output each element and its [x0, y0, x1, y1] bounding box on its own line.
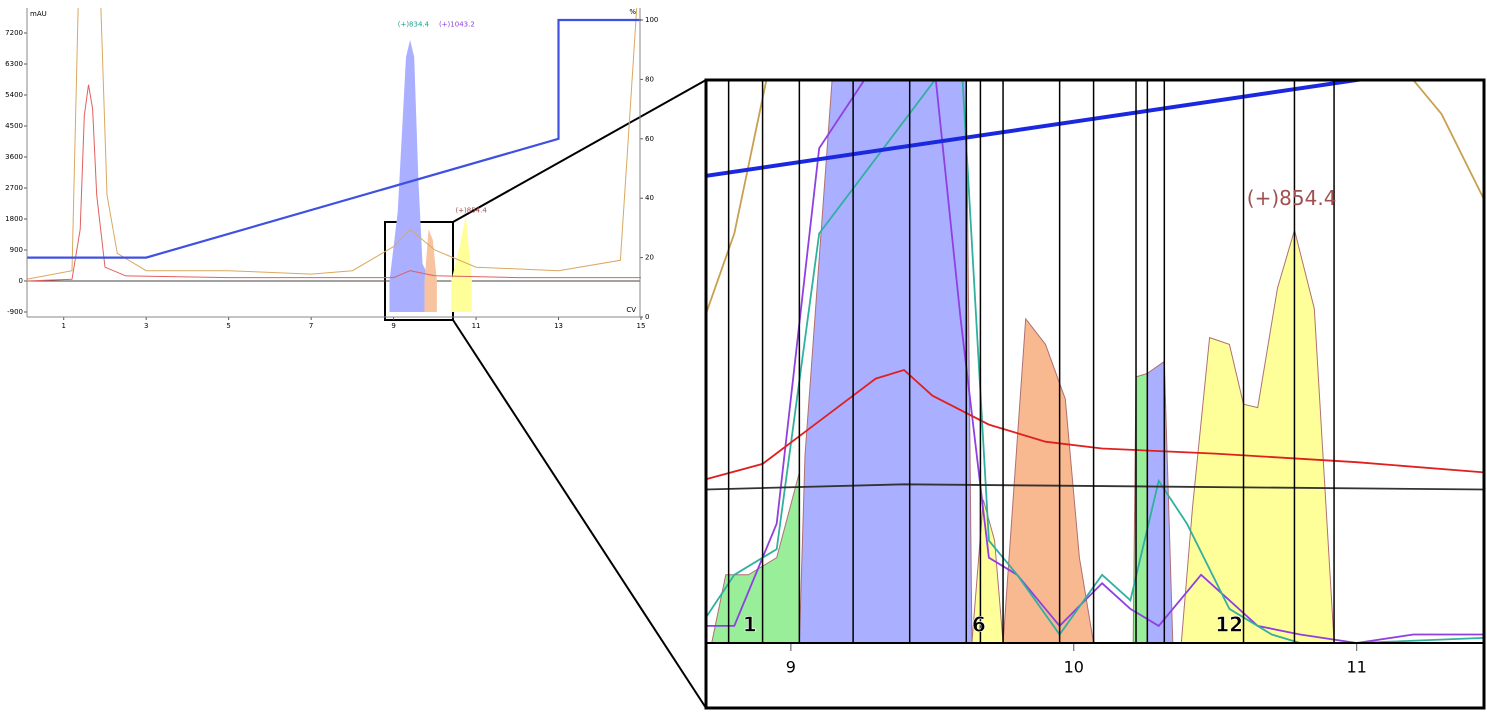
zoom-frame: [704, 78, 1486, 710]
trace: [26, 8, 638, 280]
x-tick-label: 3: [144, 322, 148, 330]
zoom-connector: [452, 79, 707, 223]
trace: [706, 80, 768, 314]
trace: [1412, 80, 1484, 200]
x-tick-label: 1: [61, 322, 65, 330]
y-axis-label: mAU: [30, 10, 47, 18]
fraction-area: [451, 215, 472, 312]
y-tick-label: 1800: [5, 215, 23, 223]
annotation: (+)1043.2: [439, 20, 475, 28]
fraction-area: [798, 80, 973, 643]
y-tick-label: 7200: [5, 29, 23, 37]
y2-tick-label: 100: [645, 16, 658, 24]
zoom-connector: [452, 319, 707, 709]
annotation: (+)854.4: [1247, 186, 1337, 210]
trace: [706, 368, 1484, 481]
x-tick-label: 11: [1347, 658, 1367, 677]
annotation: (+)854.4: [455, 206, 487, 214]
y-tick-label: 0: [19, 277, 23, 285]
x-tick-label: 10: [1064, 658, 1084, 677]
y2-tick-label: 0: [645, 313, 649, 321]
y2-tick-label: 40: [645, 194, 654, 202]
annotation: 6: [972, 612, 986, 636]
fraction-area: [424, 229, 437, 312]
x-tick-label: 9: [391, 322, 395, 330]
trace: [26, 84, 641, 282]
x-tick-label: 9: [786, 658, 796, 677]
fraction-area: [1002, 317, 1095, 643]
annotation: 1: [743, 612, 757, 636]
y2-tick-label: 20: [645, 254, 654, 262]
main-axes: (+)834.4 (+)1043.2(+)854.41 3 5 7 9 11 13 15-900…: [5, 8, 658, 330]
x-tick-label: 15: [637, 322, 646, 330]
y-tick-label: -900: [7, 308, 23, 316]
x-tick-label: 11: [472, 322, 481, 330]
annotation: 12: [1215, 612, 1243, 636]
fraction-area: [711, 472, 800, 643]
annotation: (+)834.4: [398, 20, 430, 28]
fraction-area: [389, 39, 431, 313]
y-tick-label: 2700: [5, 184, 23, 192]
fraction-area: [1146, 360, 1174, 643]
zoom-axes: (+)854.4 1 6 12 9 10 11: [742, 186, 1367, 677]
x-axis-label: CV: [626, 306, 636, 314]
trace: [706, 80, 1484, 643]
zoom-plot: [706, 80, 1484, 643]
fraction-area: [1180, 228, 1335, 643]
y2-tick-label: 80: [645, 75, 654, 83]
y-tick-label: 900: [10, 246, 23, 254]
y-tick-label: 5400: [5, 91, 23, 99]
y-tick-label: 4500: [5, 122, 23, 130]
trace: [706, 483, 1484, 491]
y2-axis-label: %: [629, 8, 636, 16]
y-tick-label: 6300: [5, 60, 23, 68]
trace: [26, 18, 641, 259]
y2-tick-label: 60: [645, 135, 654, 143]
main-plot: [26, 8, 641, 313]
y-tick-label: 3600: [5, 153, 23, 161]
x-tick-label: 5: [226, 322, 230, 330]
x-tick-label: 13: [554, 322, 563, 330]
x-tick-label: 7: [309, 322, 313, 330]
